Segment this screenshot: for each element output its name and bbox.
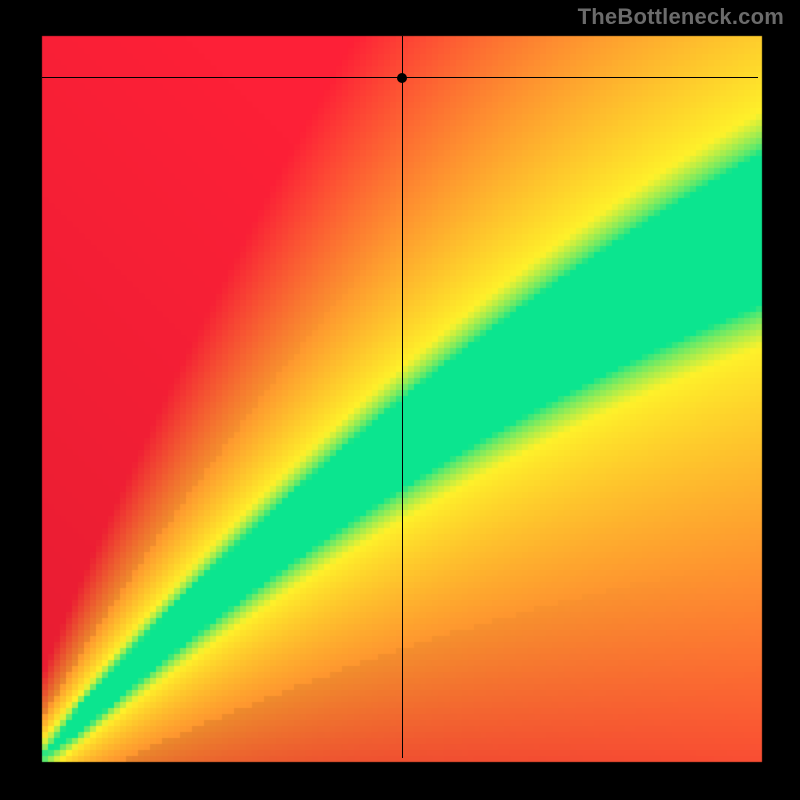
watermark-text: TheBottleneck.com <box>578 4 784 30</box>
crosshair-vertical <box>402 36 403 758</box>
selection-marker <box>397 73 407 83</box>
bottleneck-heatmap <box>0 0 800 800</box>
chart-container: { "watermark": { "text": "TheBottleneck.… <box>0 0 800 800</box>
